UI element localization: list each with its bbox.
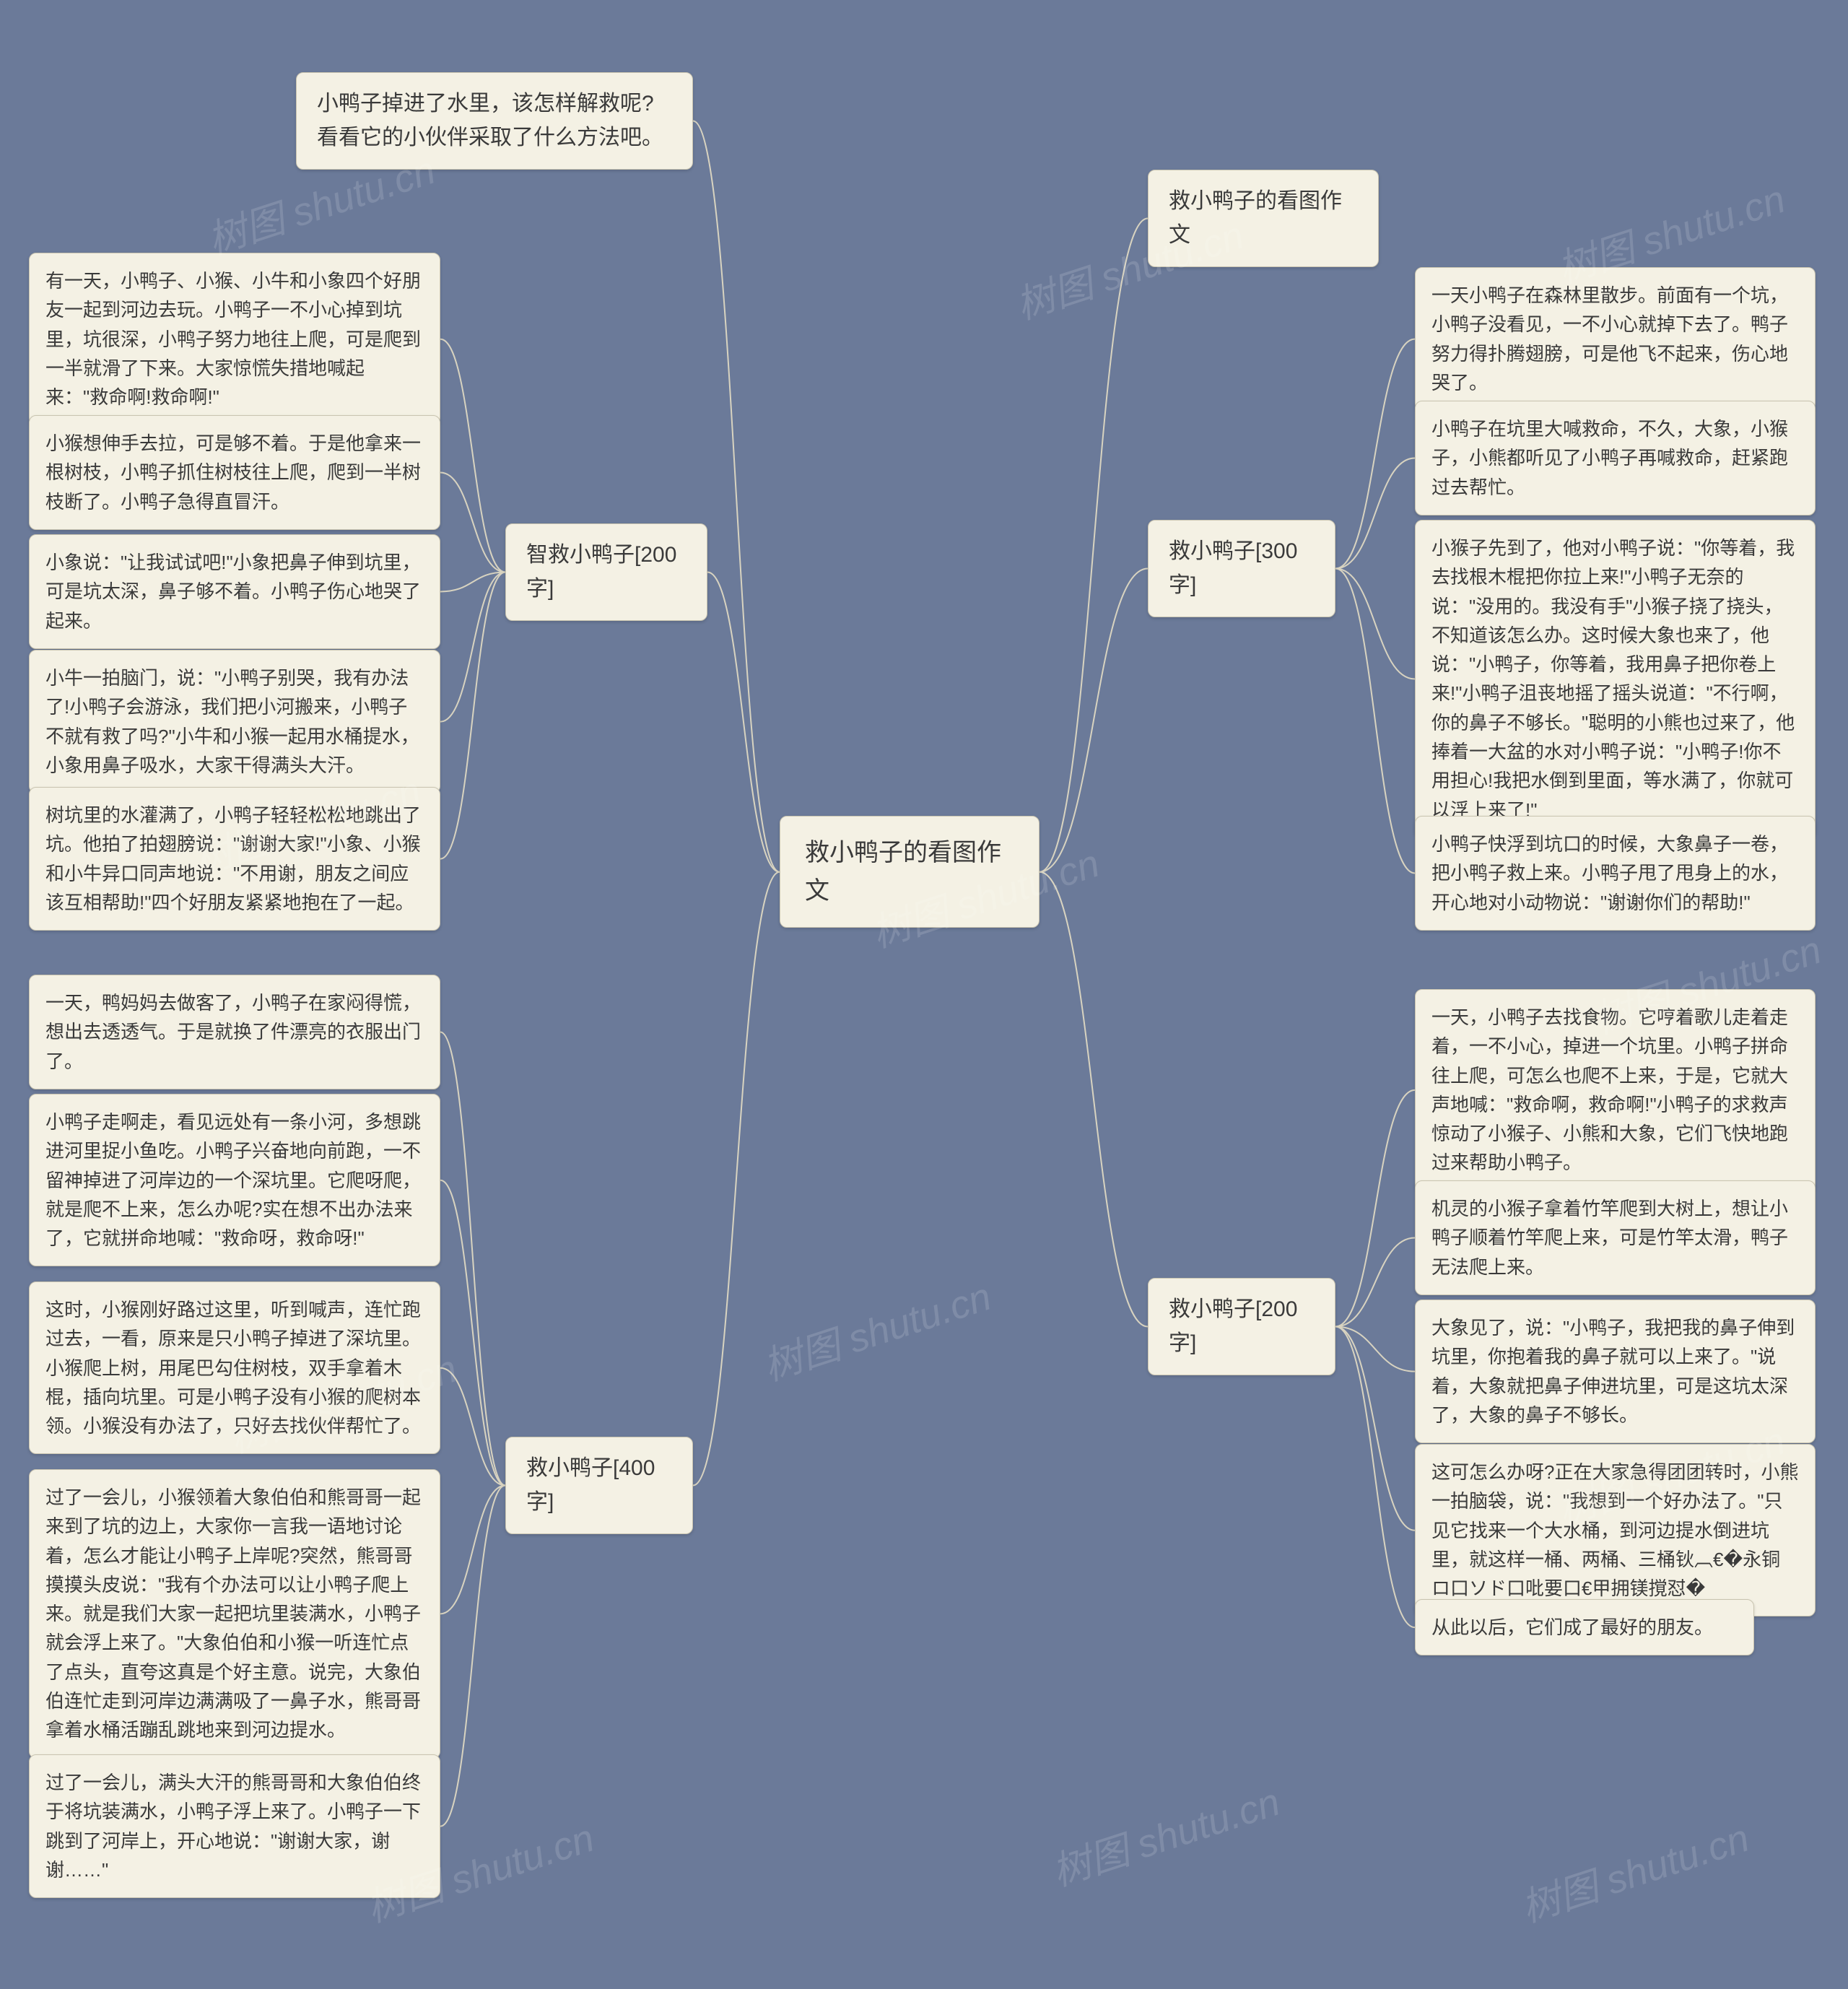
branch-b300: 救小鸭子[300字] (1148, 520, 1335, 617)
watermark: 树图 shutu.cn (1044, 1770, 1286, 1897)
leaf-b200a-5: 树坑里的水灌满了，小鸭子轻轻松松地跳出了坑。他拍了拍翅膀说："谢谢大家!"小象、… (29, 787, 440, 931)
leaf-b300-2: 小鸭子在坑里大喊救命，不久，大象，小猴子，小熊都听见了小鸭子再喊救命，赶紧跑过去… (1415, 401, 1816, 515)
branch-b400: 救小鸭子[400字] (505, 1437, 693, 1534)
leaf-b300-3: 小猴子先到了，他对小鸭子说："你等着，我去找根木棍把你拉上来!"小鸭子无奈的说：… (1415, 520, 1816, 838)
leaf-b200a-4: 小牛一拍脑门，说："小鸭子别哭，我有办法了!小鸭子会游泳，我们把小河搬来，小鸭子… (29, 650, 440, 793)
leaf-b200b-2: 机灵的小猴子拿着竹竿爬到大树上，想让小鸭子顺着竹竿爬上来，可是竹竿太滑，鸭子无法… (1415, 1180, 1816, 1295)
leaf-b400-5: 过了一会儿，满头大汗的熊哥哥和大象伯伯终于将坑装满水，小鸭子浮上来了。小鸭子一下… (29, 1754, 440, 1898)
watermark: 树图 shutu.cn (1513, 1806, 1756, 1933)
leaf-b200a-3: 小象说："让我试试吧!"小象把鼻子伸到坑里，可是坑太深，鼻子够不着。小鸭子伤心地… (29, 534, 440, 649)
branch-intro: 小鸭子掉进了水里，该怎样解救呢?看看它的小伙伴采取了什么方法吧。 (296, 72, 693, 170)
leaf-b200a-1: 有一天，小鸭子、小猴、小牛和小象四个好朋友一起到河边去玩。小鸭子一不小心掉到坑里… (29, 253, 440, 425)
leaf-b200b-5: 从此以后，它们成了最好的朋友。 (1415, 1599, 1754, 1655)
leaf-b200b-4: 这可怎么办呀?正在大家急得团团转时，小熊一拍脑袋，说："我想到一个好办法了。"只… (1415, 1444, 1816, 1616)
leaf-b300-1: 一天小鸭子在森林里散步。前面有一个坑，小鸭子没看见，一不小心就掉下去了。鸭子努力… (1415, 267, 1816, 411)
root-node: 救小鸭子的看图作文 (780, 816, 1040, 928)
leaf-b300-4: 小鸭子快浮到坑口的时候，大象鼻子一卷，把小鸭子救上来。小鸭子甩了甩身上的水，开心… (1415, 816, 1816, 931)
leaf-b200b-1: 一天，小鸭子去找食物。它哼着歌儿走着走着，一不小心，掉进一个坑里。小鸭子拼命往上… (1415, 989, 1816, 1191)
leaf-b200b-3: 大象见了，说："小鸭子，我把我的鼻子伸到坑里，你抱着我的鼻子就可以上来了。"说着… (1415, 1300, 1816, 1443)
leaf-b200a-2: 小猴想伸手去拉，可是够不着。于是他拿来一根树枝，小鸭子抓住树枝往上爬，爬到一半树… (29, 415, 440, 530)
leaf-b400-4: 过了一会儿，小猴领着大象伯伯和熊哥哥一起来到了坑的边上，大家你一言我一语地讨论着… (29, 1469, 440, 1759)
branch-b200b: 救小鸭子[200字] (1148, 1278, 1335, 1375)
branch-b200a: 智救小鸭子[200字] (505, 523, 707, 621)
leaf-b400-3: 这时，小猴刚好路过这里，听到喊声，连忙跑过去，一看，原来是只小鸭子掉进了深坑里。… (29, 1281, 440, 1454)
watermark: 树图 shutu.cn (755, 1264, 998, 1391)
leaf-b400-2: 小鸭子走啊走，看见远处有一条小河，多想跳进河里捉小鱼吃。小鸭子兴奋地向前跑，一不… (29, 1094, 440, 1266)
leaf-b400-1: 一天，鸭妈妈去做客了，小鸭子在家闷得慌，想出去透透气。于是就换了件漂亮的衣服出门… (29, 975, 440, 1089)
branch-title-right: 救小鸭子的看图作文 (1148, 170, 1379, 267)
